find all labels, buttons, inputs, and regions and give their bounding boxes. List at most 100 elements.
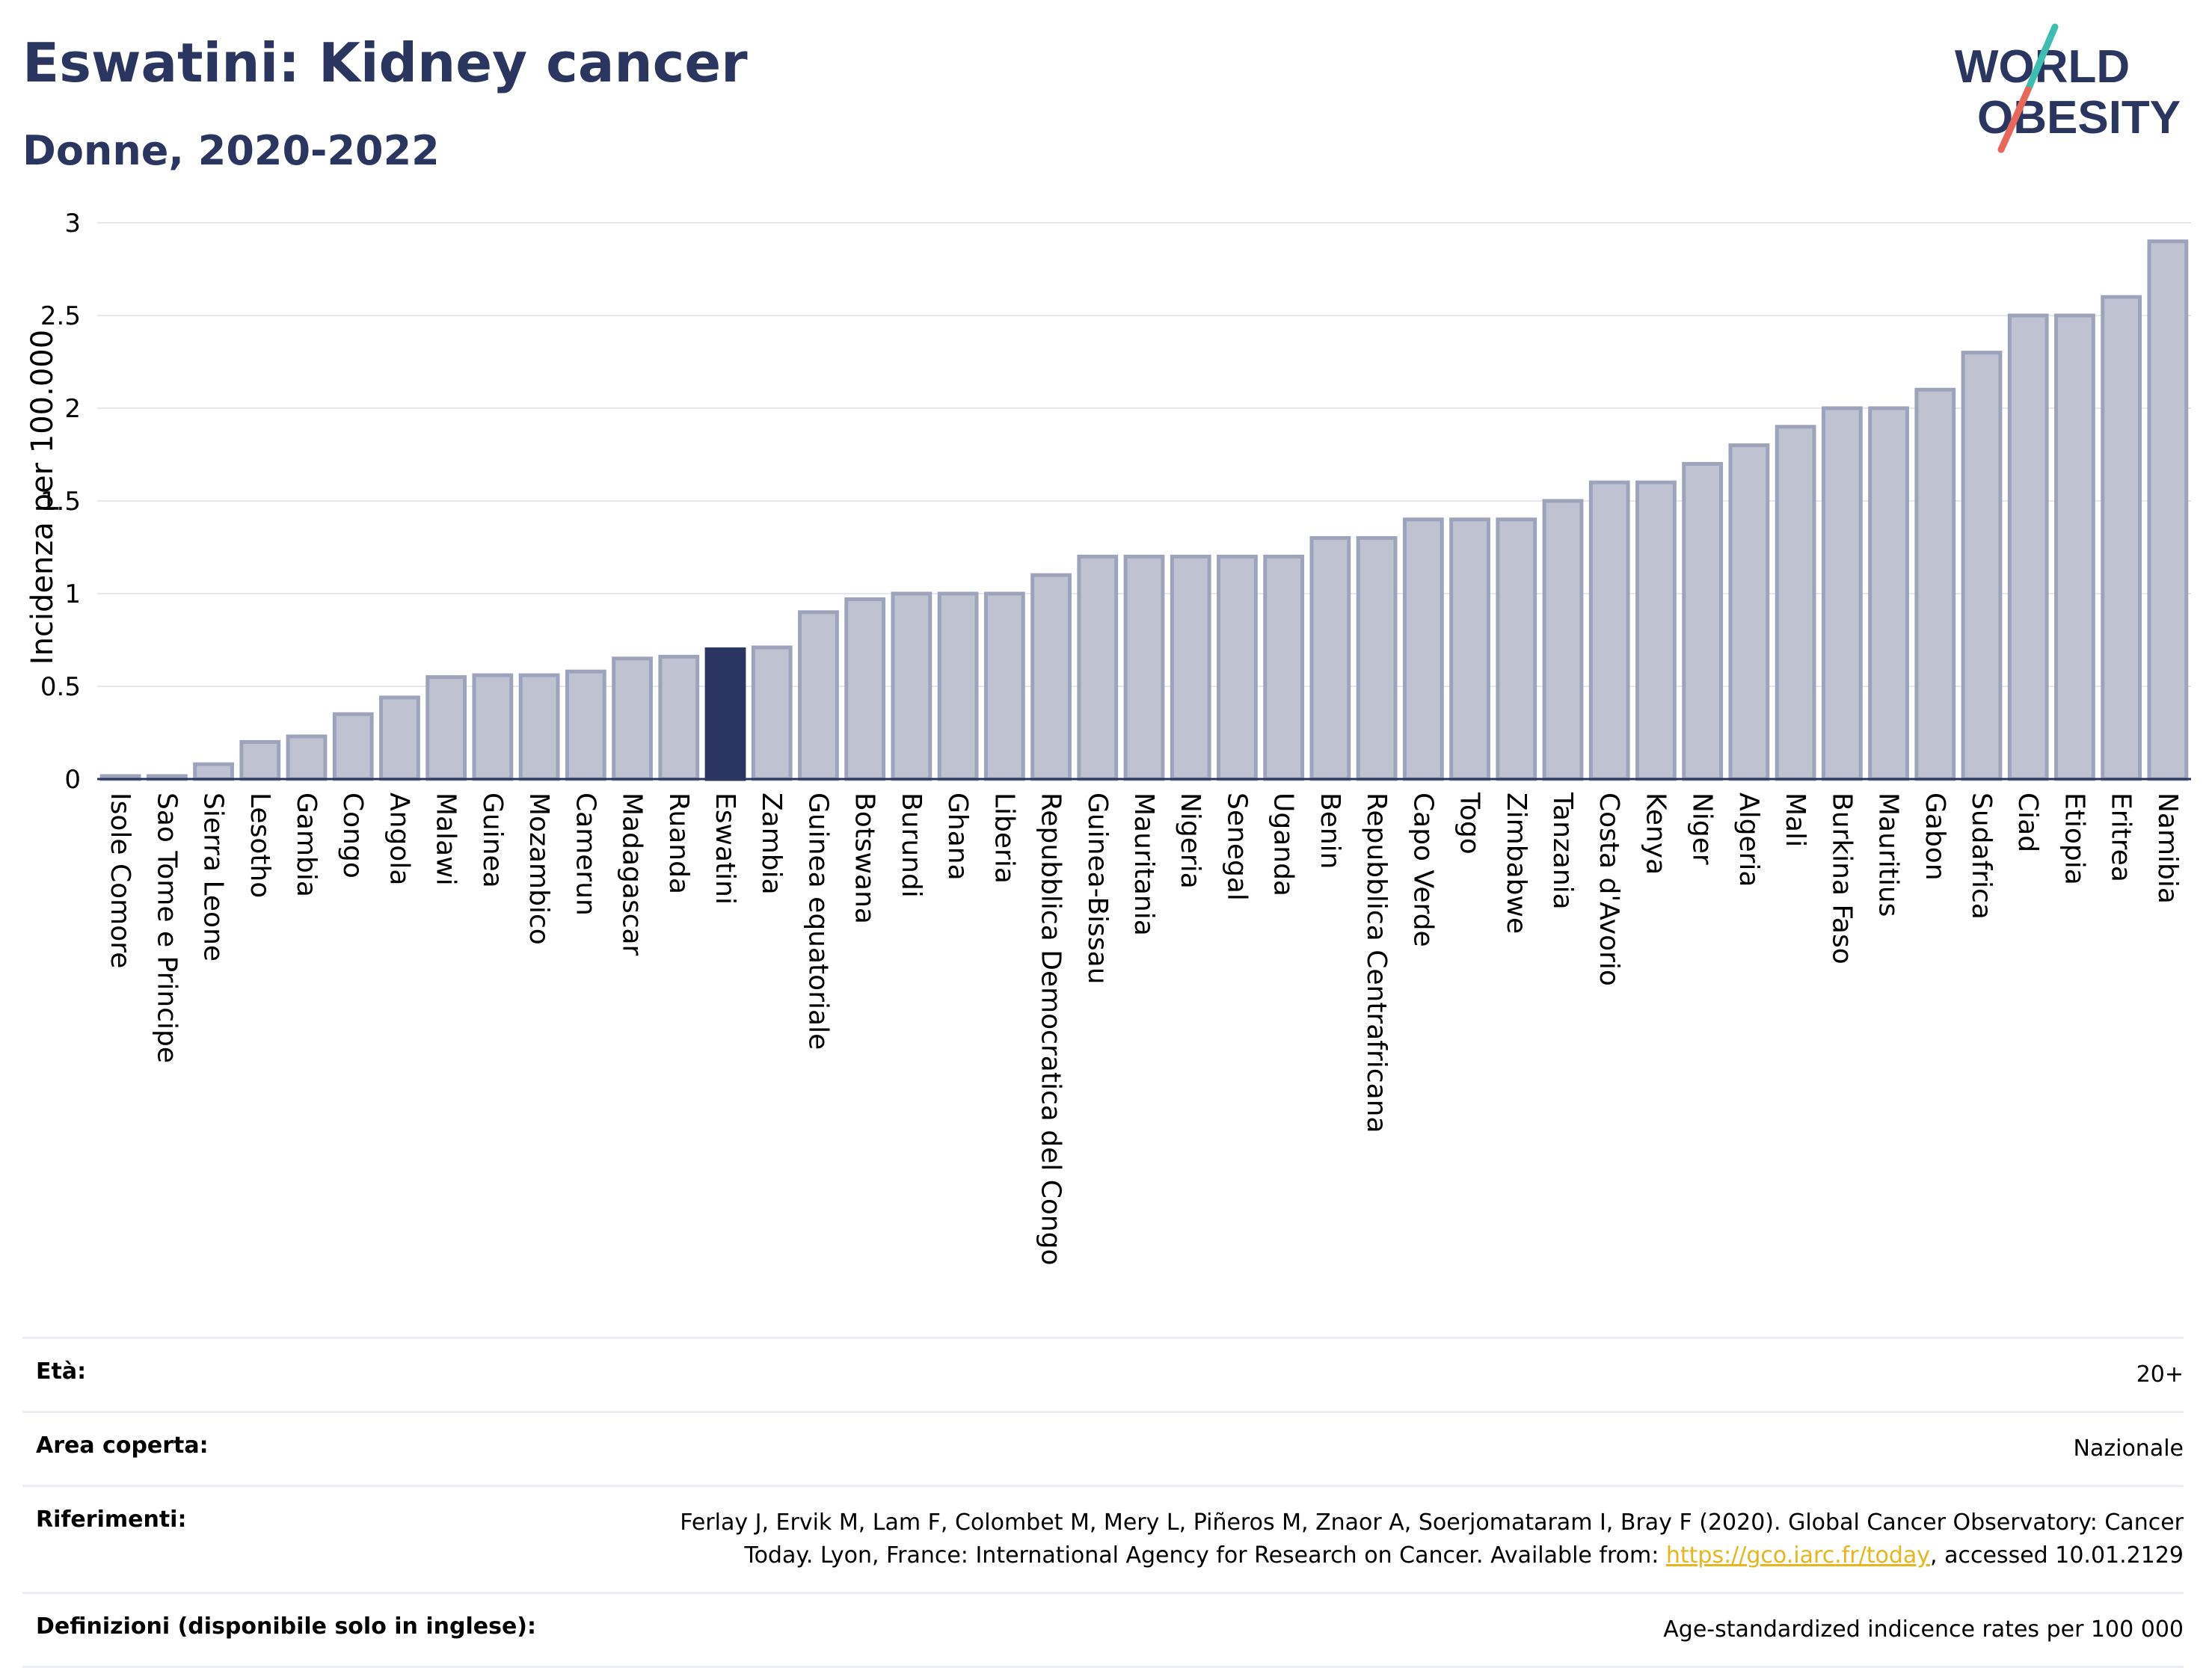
bar-gambia: [286, 734, 328, 781]
references-line1: Ferlay J, Ervik M, Lam F, Colombet M, Me…: [680, 1509, 2184, 1536]
x-tick-label: Botswana: [850, 793, 880, 924]
bar-burundi: [891, 591, 933, 781]
bar-niger: [1682, 461, 1724, 781]
bar-madagascar: [612, 656, 653, 781]
x-tick-label: Namibia: [2152, 793, 2183, 904]
x-tick-label: Camerun: [570, 793, 600, 916]
x-tick-label: Mali: [1780, 793, 1810, 847]
bar-congo: [332, 712, 374, 781]
x-tick-label: Niger: [1687, 793, 1718, 865]
x-tick-label: Congo: [337, 793, 368, 878]
bar-botswana: [844, 597, 886, 781]
y-tick-label: 1.5: [40, 487, 81, 517]
bar-etiopia: [2054, 313, 2095, 781]
bar-tanzania: [1542, 499, 1584, 781]
bar-kenya: [1635, 480, 1677, 781]
area-value: Nazionale: [2073, 1435, 2184, 1462]
x-axis-labels: Isole Comore Sao Tome e Principe Sierra Le…: [105, 792, 2183, 1266]
x-tick-label: Burundi: [896, 793, 927, 898]
bar-togo: [1449, 517, 1490, 781]
chart-subtitle: Donne, 2020-2022: [22, 127, 440, 174]
x-tick-label: Ruanda: [663, 793, 694, 894]
bar-camerun: [565, 669, 606, 781]
bar-benin: [1309, 536, 1351, 781]
info-row-definitions: Definizioni (disponibile solo in inglese…: [22, 1592, 2184, 1668]
bar-chart: 0 0.5 1 1.5 2 2.5 3 Isole Comore Sao Tome e Pri…: [25, 209, 2191, 1266]
bar-uganda: [1263, 554, 1305, 781]
bar-mauritius: [1868, 406, 1909, 781]
x-tick-label: Benin: [1315, 793, 1345, 869]
x-tick-label: Senegal: [1221, 793, 1252, 901]
bar-repubblica-centrafricana: [1356, 536, 1398, 781]
x-tick-label: Mauritius: [1873, 793, 1904, 917]
bar-zambia: [751, 645, 793, 781]
x-tick-label: Ghana: [942, 793, 973, 881]
x-tick-label: Gambia: [291, 793, 322, 897]
bar-zimbabwe: [1496, 517, 1537, 781]
x-tick-label: Costa d'Avorio: [1594, 793, 1624, 986]
bar-repubblica-democratica-del-congo: [1030, 573, 1072, 781]
x-tick-label: Nigeria: [1175, 793, 1205, 889]
bar-sudafrica: [1961, 351, 2003, 781]
bar-burkina-faso: [1821, 406, 1863, 781]
x-tick-label: Gabon: [1920, 793, 1950, 881]
x-tick-label: Eswatini: [710, 793, 740, 905]
x-tick-label: Uganda: [1268, 793, 1299, 896]
x-tick-label: Algeria: [1733, 793, 1764, 887]
bars: [99, 239, 2189, 781]
x-tick-label: Liberia: [989, 793, 1019, 884]
x-tick-label: Mauritania: [1128, 793, 1159, 936]
references-link[interactable]: https://gco.iarc.fr/today: [1665, 1542, 1931, 1569]
x-tick-label: Sierra Leone: [198, 793, 229, 961]
age-label: Età:: [36, 1358, 87, 1385]
bar-mali: [1775, 425, 1816, 781]
x-tick-label: Guinea: [477, 793, 508, 888]
bar-nigeria: [1170, 554, 1211, 781]
x-tick-label: Etiopia: [2059, 793, 2089, 885]
x-tick-label: Mozambico: [523, 793, 554, 945]
y-tick-label: 1: [64, 579, 81, 609]
x-tick-label: Isole Comore: [105, 793, 135, 968]
x-tick-label: Zimbabwe: [1501, 793, 1531, 934]
bar-ghana: [937, 591, 979, 781]
bar-guinea-equatoriale: [798, 610, 839, 781]
bar-algeria: [1728, 443, 1770, 781]
y-tick-label: 2.5: [40, 301, 81, 331]
bar-lesotho: [239, 739, 281, 781]
x-tick-label: Malawi: [431, 793, 461, 886]
x-tick-label: Madagascar: [617, 793, 648, 956]
x-tick-label: Angola: [384, 793, 414, 885]
x-tick-label: Repubblica Democratica del Congo: [1036, 793, 1066, 1266]
info-row-area: Area coperta: Nazionale: [22, 1411, 2184, 1485]
area-label: Area coperta:: [36, 1432, 209, 1459]
bar-malawi: [425, 675, 467, 781]
x-tick-label: Burkina Faso: [1826, 793, 1857, 964]
x-tick-label: Lesotho: [245, 793, 275, 898]
x-tick-label: Sudafrica: [1966, 793, 1997, 920]
world-obesity-logo: WORLD OBESITY: [1955, 23, 2181, 153]
bar-guinea: [472, 673, 514, 781]
x-tick-label: Capo Verde: [1407, 793, 1438, 947]
bar-namibia: [2147, 239, 2189, 781]
references-label: Riferimenti:: [36, 1507, 187, 1533]
bar-guinea-bissau: [1077, 554, 1119, 781]
x-tick-label: Sao Tome e Principe: [151, 793, 182, 1063]
bar-eritrea: [2101, 295, 2142, 781]
bar-ciad: [2007, 313, 2049, 781]
bar-ruanda: [658, 654, 700, 781]
bar-angola: [379, 695, 420, 781]
x-tick-label: Eritrea: [2106, 793, 2136, 882]
info-row-references: Riferimenti: Ferlay J, Ervik M, Lam F, C…: [22, 1485, 2184, 1592]
y-axis-title: Incidenza per 100.000: [25, 330, 60, 665]
bar-senegal: [1217, 554, 1258, 781]
definitions-label: Definizioni (disponibile solo in inglese…: [36, 1613, 536, 1640]
x-tick-label: Kenya: [1640, 793, 1671, 875]
bar-sierra-leone: [193, 762, 234, 781]
references-line2-pre: Today. Lyon, France: International Agenc…: [744, 1542, 1666, 1569]
bar-mauritania: [1123, 554, 1165, 781]
bar-gabon: [1914, 387, 1956, 781]
bar-eswatini: [704, 647, 746, 781]
info-row-age: Età: 20+: [22, 1337, 2184, 1411]
x-tick-label: Ciad: [2012, 793, 2043, 852]
references-value: Ferlay J, Ervik M, Lam F, Colombet M, Me…: [680, 1507, 2184, 1572]
